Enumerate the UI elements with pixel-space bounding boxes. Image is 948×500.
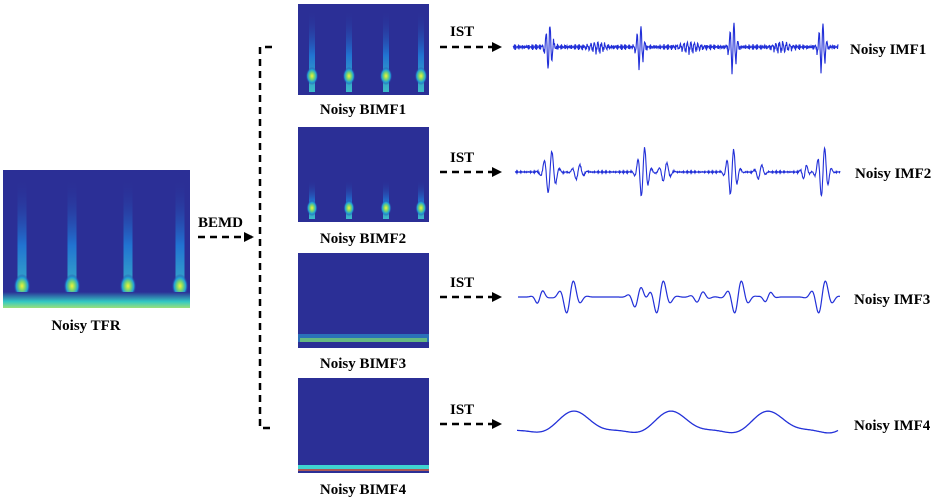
heatmap-peak xyxy=(380,200,392,216)
heatmap-peak xyxy=(305,67,319,85)
bemd-label: BEMD xyxy=(198,215,243,231)
heatmap-streak xyxy=(383,10,389,92)
imf2-label: Noisy IMF2 xyxy=(855,166,931,182)
heatmap-peak xyxy=(379,67,393,85)
heatmap-streak xyxy=(383,180,389,219)
heatmap-streak xyxy=(309,10,315,92)
ist-label-3: IST xyxy=(450,275,474,291)
heatmap-peak xyxy=(306,200,318,216)
heatmap-peak xyxy=(342,67,356,85)
bimf3-label: Noisy BIMF3 xyxy=(320,356,406,372)
noisy-tfr-label: Noisy TFR xyxy=(51,318,120,334)
imf4-waveform xyxy=(517,410,839,434)
heatmap-streak xyxy=(418,10,424,92)
imf3-label: Noisy IMF3 xyxy=(854,292,930,308)
ist-label-4: IST xyxy=(450,402,474,418)
bimf2-image xyxy=(298,127,429,222)
heatmap-streak xyxy=(67,178,77,300)
bimf4-label: Noisy BIMF4 xyxy=(320,482,407,498)
imf1-waveform xyxy=(512,22,839,75)
bimf1-image xyxy=(298,4,429,95)
heatmap-streak xyxy=(309,180,315,219)
heatmap-streak xyxy=(418,180,424,219)
imf1-label: Noisy IMF1 xyxy=(850,42,926,58)
heatmap-streak xyxy=(346,180,352,219)
imf2-waveform xyxy=(514,146,841,198)
heatmap-peak xyxy=(414,67,428,85)
bimf4-image xyxy=(298,378,429,473)
imf3-waveform xyxy=(518,280,840,314)
heatmap-peak xyxy=(343,200,355,216)
ist-label-1: IST xyxy=(450,24,474,40)
heatmap-streak xyxy=(346,10,352,92)
heatmap-peak xyxy=(415,200,427,216)
bimf1-label: Noisy BIMF1 xyxy=(320,102,406,118)
split-bracket xyxy=(258,45,272,430)
bimf3-image xyxy=(298,253,429,348)
ist-label-2: IST xyxy=(450,150,474,166)
heatmap-streak xyxy=(123,178,133,300)
imf4-label: Noisy IMF4 xyxy=(854,418,931,434)
bimf2-label: Noisy BIMF2 xyxy=(320,231,406,247)
noisy-tfr-image xyxy=(3,170,190,308)
heatmap-streak xyxy=(175,178,185,300)
heatmap-streak xyxy=(17,178,27,300)
